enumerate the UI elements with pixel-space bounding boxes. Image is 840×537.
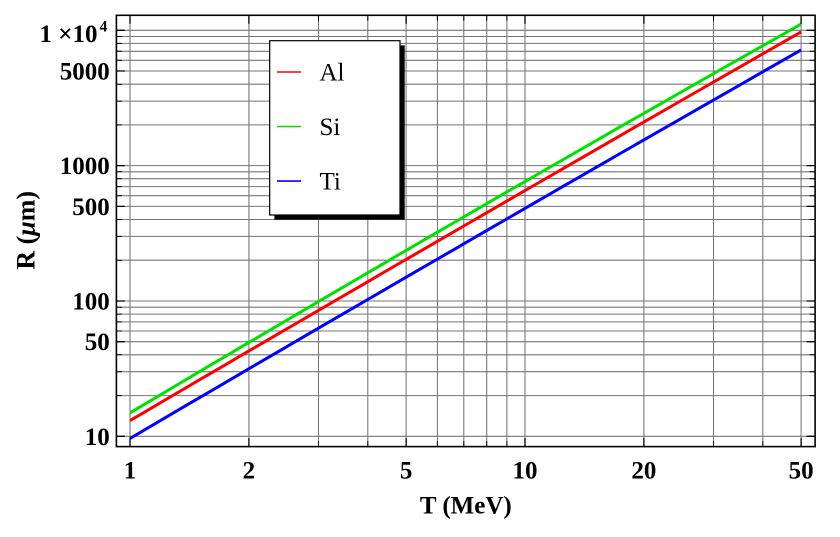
- svg-text:5000: 5000: [60, 59, 110, 86]
- svg-text:1000: 1000: [60, 153, 110, 180]
- svg-text:100: 100: [72, 289, 110, 316]
- svg-text:10: 10: [513, 458, 538, 485]
- svg-text:4: 4: [100, 18, 108, 35]
- svg-text:Ti: Ti: [320, 168, 341, 195]
- svg-text:5: 5: [400, 458, 413, 485]
- svg-text:500: 500: [72, 194, 110, 221]
- svg-text:10: 10: [85, 424, 110, 451]
- svg-text:50: 50: [789, 458, 814, 485]
- svg-text:2: 2: [243, 458, 256, 485]
- svg-text:Si: Si: [320, 114, 341, 141]
- svg-text:Al: Al: [320, 59, 345, 86]
- svg-text:1 ×10: 1 ×10: [40, 21, 98, 48]
- svg-text:R (μm): R (μm): [12, 191, 41, 270]
- svg-text:1: 1: [124, 458, 137, 485]
- svg-text:T (MeV): T (MeV): [420, 493, 512, 520]
- svg-text:50: 50: [85, 329, 110, 356]
- svg-text:20: 20: [631, 458, 656, 485]
